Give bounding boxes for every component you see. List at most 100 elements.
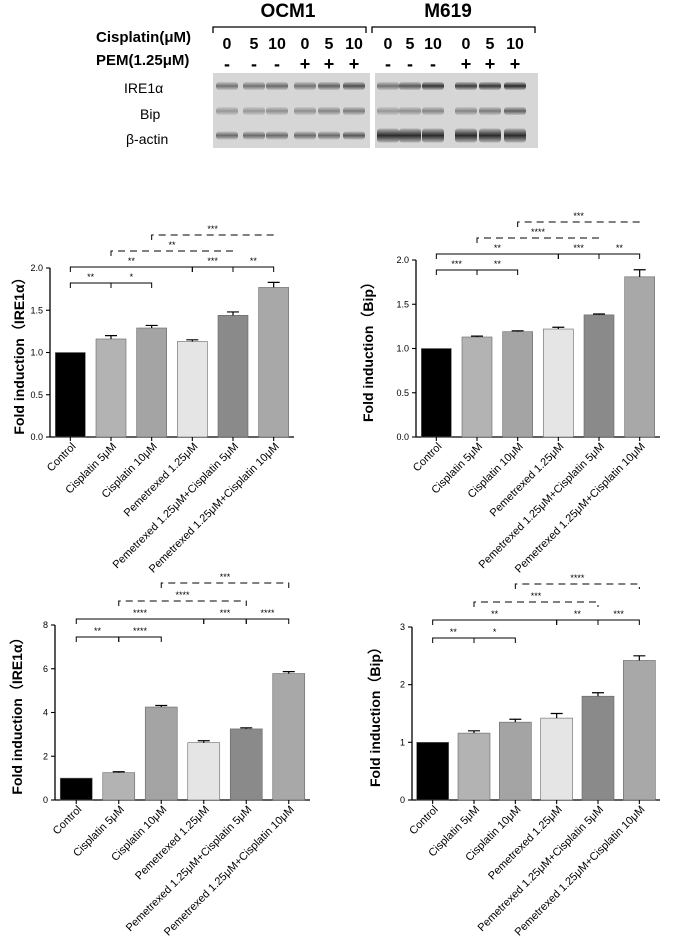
pem-mark: + xyxy=(461,54,472,74)
blot-band xyxy=(243,131,265,140)
category-label: Pemetrexed 1.25μM xyxy=(488,441,567,520)
significance-bracket xyxy=(514,583,640,589)
blot-band xyxy=(504,82,526,90)
y-tick-label: 0.0 xyxy=(396,432,409,442)
error-bar xyxy=(468,730,480,734)
blot-band xyxy=(377,128,399,143)
error-bar xyxy=(267,281,280,288)
y-tick-label: 1.5 xyxy=(396,299,409,309)
category-label: Pemetrexed 1.25μM xyxy=(122,441,201,520)
bar xyxy=(416,742,449,801)
significance-bracket xyxy=(118,636,162,642)
blot-band xyxy=(216,131,238,140)
significance-bracket xyxy=(160,582,290,588)
bar xyxy=(136,327,167,438)
y-tick-label: 8 xyxy=(43,620,48,630)
blot-strips xyxy=(213,73,538,148)
y-tick-label: 3 xyxy=(400,622,405,632)
bar-chart-2: 0.0 0.5 1.0 1.5 2.0 Fold induction（Bip） Contro… xyxy=(360,211,660,575)
bar xyxy=(543,328,574,438)
significance-bracket xyxy=(245,618,290,624)
significance-label: *** xyxy=(531,591,542,601)
y-tick-label: 0 xyxy=(400,795,405,805)
bar xyxy=(457,732,491,801)
blot-band xyxy=(318,131,340,140)
pem-row: - - - + + + - - - + + + xyxy=(224,54,520,74)
significance-bracket xyxy=(75,636,120,642)
blot-band xyxy=(377,107,399,115)
significance-label: *** xyxy=(573,243,584,253)
western-blot-panel: OCM1 M619 Cisplatin(μM) PEM(1.25μM) 0 5 10… xyxy=(96,1,538,148)
significance-bracket xyxy=(598,253,641,259)
y-axis-label: Fold induction（IRE1α） xyxy=(9,630,25,794)
cell-line-label: OCM1 xyxy=(261,1,316,22)
pem-row-label: PEM(1.25μM) xyxy=(96,52,189,69)
significance-bracket xyxy=(191,266,234,272)
blot-band xyxy=(422,107,444,115)
bar xyxy=(177,341,208,438)
significance-label: ** xyxy=(616,243,624,253)
significance-label: **** xyxy=(570,573,585,583)
pem-mark: - xyxy=(430,54,436,74)
error-bar xyxy=(186,339,199,342)
blot-band xyxy=(455,107,477,115)
y-tick-label: 0.0 xyxy=(30,432,43,442)
bar xyxy=(461,336,493,438)
category-label: Control xyxy=(411,441,445,475)
y-tick-label: 2.0 xyxy=(30,263,43,273)
significance-bracket xyxy=(151,234,275,240)
y-tick-label: 2 xyxy=(400,680,405,690)
significance-bracket xyxy=(75,618,205,624)
significance-label: *** xyxy=(207,256,218,266)
cisplatin-dose: 0 xyxy=(223,36,232,53)
category-label: Control xyxy=(407,804,441,838)
blot-band xyxy=(377,82,399,90)
significance-bracket xyxy=(556,619,599,625)
significance-bracket xyxy=(517,221,641,227)
error-bar xyxy=(145,324,158,328)
y-tick-label: 4 xyxy=(43,708,48,718)
significance-label: **** xyxy=(260,608,275,618)
bar xyxy=(272,673,306,801)
blot-band xyxy=(216,82,238,90)
pem-mark: - xyxy=(274,54,280,74)
significance-bracket xyxy=(473,601,599,607)
error-bar xyxy=(552,326,565,330)
pem-mark: + xyxy=(300,54,311,74)
blot-band xyxy=(243,107,265,115)
significance-bracket xyxy=(597,619,640,625)
blot-band xyxy=(318,82,340,90)
significance-bracket xyxy=(110,250,234,256)
category-label: Control xyxy=(51,804,85,838)
blot-band xyxy=(266,107,288,115)
pem-mark: + xyxy=(510,54,521,74)
blot-band xyxy=(343,107,365,115)
bar xyxy=(623,660,656,801)
y-tick-label: 1.0 xyxy=(30,348,43,358)
cisplatin-dose: 5 xyxy=(486,36,495,53)
significance-label: ** xyxy=(491,609,499,619)
bar xyxy=(229,728,263,801)
cisplatin-dose: 10 xyxy=(506,36,524,53)
significance-label: *** xyxy=(207,224,218,234)
cell-line-label: M619 xyxy=(424,1,472,22)
blot-band xyxy=(479,107,501,115)
blot-band xyxy=(294,82,316,90)
significance-label: **** xyxy=(133,626,148,636)
significance-bracket xyxy=(432,619,558,625)
bar xyxy=(95,338,127,438)
significance-label: *** xyxy=(451,259,462,269)
bar xyxy=(102,772,136,801)
cisplatin-dose: 5 xyxy=(250,36,259,53)
cisplatin-row-label: Cisplatin(μM) xyxy=(96,29,191,46)
pem-mark: - xyxy=(251,54,257,74)
significance-label: ** xyxy=(94,626,102,636)
y-tick-label: 1.0 xyxy=(396,344,409,354)
significance-label: **** xyxy=(175,590,190,600)
protein-label: Bip xyxy=(140,106,160,122)
y-tick-label: 2 xyxy=(43,751,48,761)
